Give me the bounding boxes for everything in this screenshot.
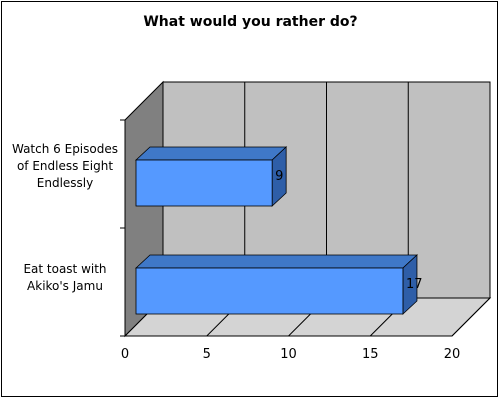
category-label-watch-endless-eight: Watch 6 Episodes of Endless Eight Endles… <box>6 141 124 192</box>
x-tick-label: 10 <box>280 347 297 362</box>
x-tick-label: 20 <box>444 347 461 362</box>
bar <box>135 159 273 207</box>
gridline-floor <box>451 297 491 337</box>
category-label-line: Endlessly <box>36 176 94 190</box>
x-tick-label: 0 <box>121 347 129 362</box>
bar-top-face <box>134 254 418 269</box>
category-label-eat-toast: Eat toast with Akiko's Jamu <box>6 261 124 295</box>
chart-title: What would you rather do? <box>143 14 358 30</box>
x-tick-label: 15 <box>362 347 379 362</box>
bar <box>135 267 404 315</box>
category-label-line: of Endless Eight <box>16 159 114 173</box>
bar-top-face <box>134 146 288 161</box>
category-label-line: Watch 6 Episodes <box>11 142 118 156</box>
x-tick-label: 5 <box>203 347 211 362</box>
category-label-line: Akiko's Jamu <box>27 279 103 293</box>
category-label-line: Eat toast with <box>23 262 107 276</box>
data-label: 17 <box>406 277 423 292</box>
data-label: 9 <box>275 169 283 184</box>
